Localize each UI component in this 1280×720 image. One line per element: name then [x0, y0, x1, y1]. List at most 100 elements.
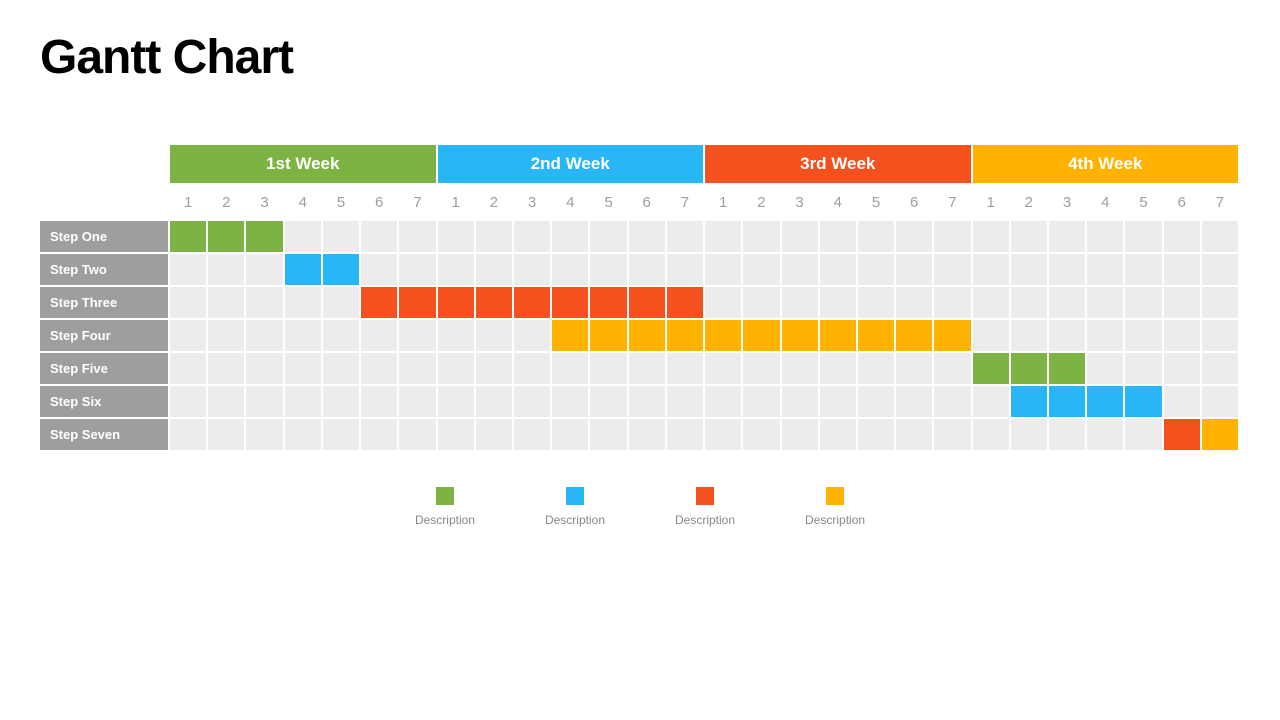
step-label: Step Five	[40, 353, 170, 384]
day-number: 4	[1087, 183, 1125, 221]
gantt-cell	[1087, 320, 1125, 351]
gantt-cell	[1164, 386, 1202, 417]
step-cells	[170, 386, 1240, 417]
days-row: 1234567	[170, 183, 438, 221]
gantt-cell	[170, 287, 208, 318]
gantt-cell	[208, 320, 246, 351]
gantt-cell	[208, 419, 246, 450]
gantt-cell	[782, 320, 820, 351]
gantt-cell	[476, 419, 514, 450]
gantt-cell	[246, 287, 284, 318]
gantt-cell	[667, 221, 705, 252]
gantt-cell	[1202, 221, 1240, 252]
legend-item: Description	[675, 487, 735, 527]
gantt-cell	[896, 353, 934, 384]
gantt-cell	[629, 320, 667, 351]
gantt-cell	[285, 320, 323, 351]
gantt-cell	[476, 254, 514, 285]
step-label: Step Six	[40, 386, 170, 417]
step-label: Step Three	[40, 287, 170, 318]
gantt-cell	[973, 419, 1011, 450]
gantt-cell	[1049, 353, 1087, 384]
gantt-cell	[1011, 254, 1049, 285]
step-cells	[170, 320, 1240, 351]
gantt-cell	[590, 221, 628, 252]
gantt-cell	[1011, 221, 1049, 252]
gantt-cell	[361, 386, 399, 417]
gantt-cell	[858, 419, 896, 450]
gantt-cell	[1164, 254, 1202, 285]
gantt-cell	[1125, 353, 1163, 384]
gantt-cell	[361, 221, 399, 252]
gantt-cell	[1202, 254, 1240, 285]
gantt-cell	[743, 320, 781, 351]
gantt-cell	[973, 320, 1011, 351]
gantt-cell	[820, 419, 858, 450]
gantt-cell	[590, 419, 628, 450]
step-cells	[170, 254, 1240, 285]
gantt-cell	[285, 287, 323, 318]
step-label: Step One	[40, 221, 170, 252]
gantt-cell	[1087, 353, 1125, 384]
gantt-cell	[858, 221, 896, 252]
gantt-cell	[1164, 221, 1202, 252]
gantt-cell	[629, 221, 667, 252]
gantt-cell	[1125, 320, 1163, 351]
gantt-cell	[858, 254, 896, 285]
week-header: 2nd Week	[438, 145, 706, 183]
gantt-cell	[476, 221, 514, 252]
gantt-cell	[1011, 386, 1049, 417]
gantt-cell	[1011, 320, 1049, 351]
gantt-cell	[399, 419, 437, 450]
gantt-cell	[896, 287, 934, 318]
gantt-cell	[399, 254, 437, 285]
gantt-cell	[705, 320, 743, 351]
gantt-cell	[1049, 320, 1087, 351]
gantt-cell	[399, 221, 437, 252]
gantt-cell	[246, 221, 284, 252]
gantt-cell	[705, 419, 743, 450]
gantt-cell	[170, 320, 208, 351]
week-block: 4th Week1234567	[973, 145, 1241, 221]
gantt-cell	[476, 353, 514, 384]
gantt-cell	[1125, 221, 1163, 252]
gantt-cell	[782, 419, 820, 450]
day-number: 3	[781, 183, 819, 221]
gantt-cell	[246, 254, 284, 285]
gantt-cell	[629, 419, 667, 450]
gantt-cell	[361, 419, 399, 450]
day-number: 6	[1164, 183, 1202, 221]
gantt-cell	[782, 254, 820, 285]
gantt-cell	[629, 386, 667, 417]
gantt-cell	[896, 419, 934, 450]
legend-item: Description	[805, 487, 865, 527]
gantt-cell	[858, 287, 896, 318]
gantt-cell	[934, 254, 972, 285]
gantt-cell	[476, 320, 514, 351]
gantt-cell	[858, 386, 896, 417]
gantt-cell	[552, 320, 590, 351]
day-number: 3	[514, 183, 552, 221]
gantt-cell	[1125, 287, 1163, 318]
legend-label: Description	[805, 513, 865, 527]
gantt-cell	[246, 353, 284, 384]
gantt-cell	[246, 386, 284, 417]
step-cells	[170, 221, 1240, 252]
day-number: 1	[973, 183, 1011, 221]
step-cells	[170, 353, 1240, 384]
gantt-cell	[820, 320, 858, 351]
legend-label: Description	[415, 513, 475, 527]
gantt-cell	[820, 353, 858, 384]
gantt-cell	[820, 287, 858, 318]
gantt-cell	[934, 221, 972, 252]
day-number: 3	[1049, 183, 1087, 221]
gantt-cell	[629, 353, 667, 384]
gantt-cell	[438, 221, 476, 252]
gantt-cell	[1011, 353, 1049, 384]
legend-swatch	[436, 487, 454, 505]
gantt-cell	[934, 320, 972, 351]
gantt-cell	[1164, 419, 1202, 450]
legend: DescriptionDescriptionDescriptionDescrip…	[40, 487, 1240, 527]
gantt-cell	[170, 254, 208, 285]
gantt-cell	[438, 353, 476, 384]
